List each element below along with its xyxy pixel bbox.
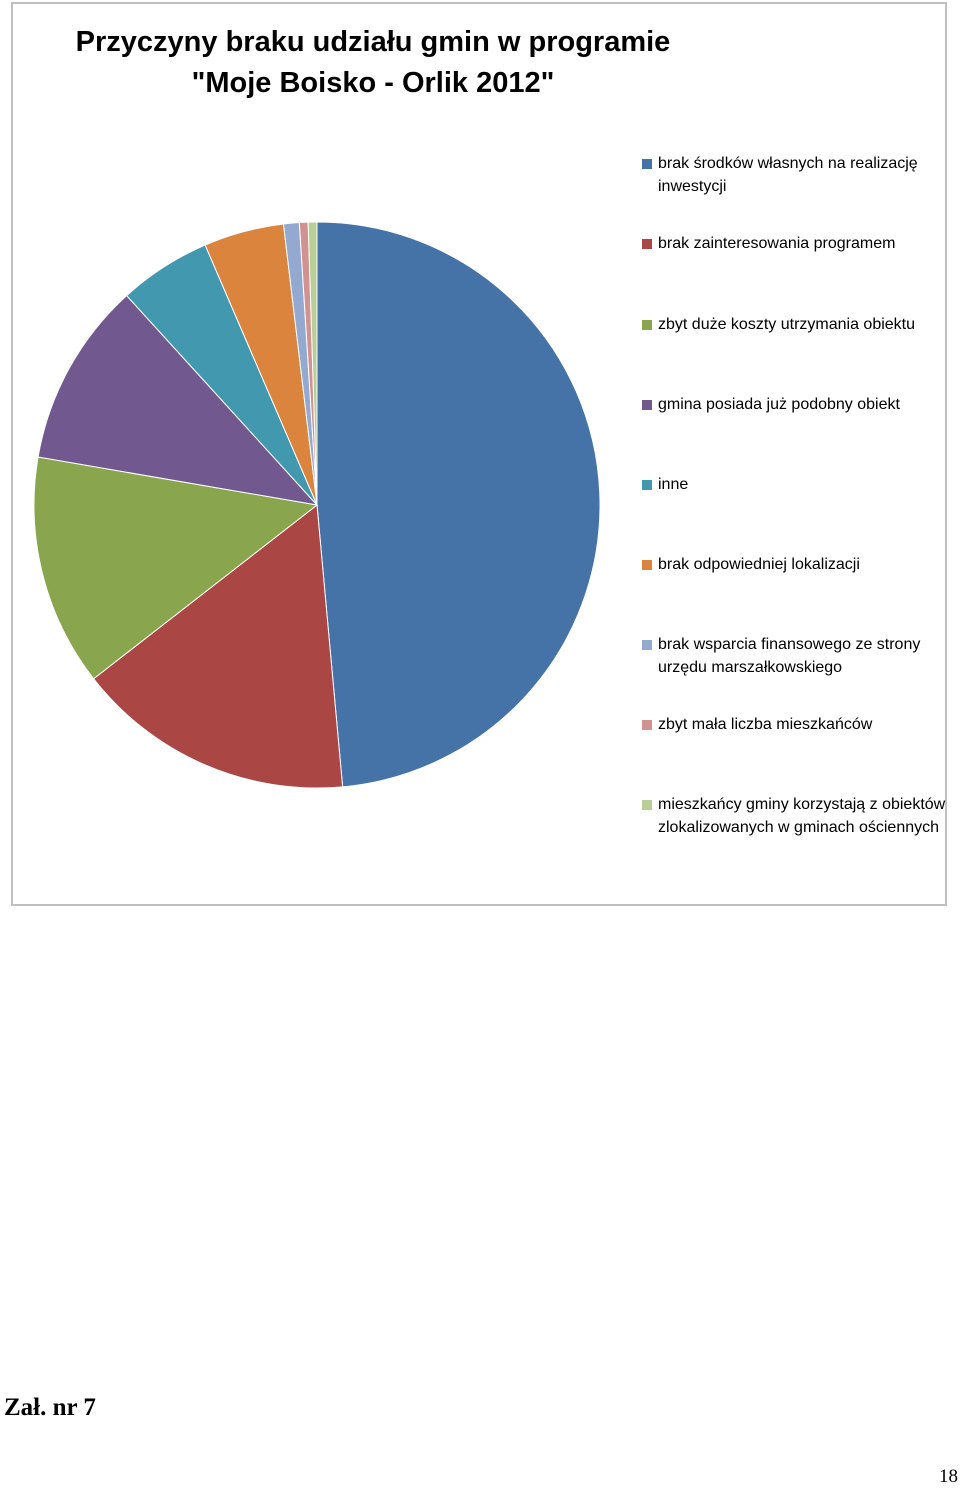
chart-frame: Przyczyny braku udziału gmin w programie… [11, 2, 947, 906]
legend-label-1: brak zainteresowania programem [658, 235, 896, 252]
legend-swatch-0 [642, 159, 652, 169]
legend-item-2: zbyt duże koszty utrzymania obiektu [642, 313, 952, 336]
legend-item-1: brak zainteresowania programem [642, 232, 952, 255]
legend-swatch-4 [642, 480, 652, 490]
pie-slice-1 [92, 504, 344, 789]
legend-item-8: mieszkańcy gminy korzystają z obiektów z… [642, 793, 952, 839]
legend-swatch-3 [642, 400, 652, 410]
pie-chart [33, 221, 601, 789]
legend-label-2: zbyt duże koszty utrzymania obiektu [658, 316, 916, 333]
legend-item-3: gmina posiada już podobny obiekt [642, 393, 952, 416]
legend-item-5: brak odpowiedniej lokalizacji [642, 553, 952, 576]
legend-label-5: brak odpowiedniej lokalizacji [658, 556, 860, 573]
legend-swatch-6 [642, 640, 652, 650]
legend-label-4: inne [658, 476, 689, 493]
legend-swatch-1 [642, 239, 652, 249]
legend-item-6: brak wsparcia finansowego ze strony urzę… [642, 633, 952, 679]
pie-slice-0 [316, 221, 601, 788]
legend-label-0: brak środków własnych na realizację inwe… [658, 155, 918, 195]
pie-slice-3 [37, 294, 319, 506]
legend-item-7: zbyt mała liczba mieszkańców [642, 713, 952, 736]
legend-swatch-2 [642, 320, 652, 330]
pie-slice-8 [307, 221, 318, 506]
chart-title: Przyczyny braku udziału gmin w programie… [75, 26, 671, 99]
legend-item-4: inne [642, 473, 952, 496]
legend-swatch-7 [642, 720, 652, 730]
legend-swatch-8 [642, 800, 652, 810]
page-number: 18 [939, 1466, 958, 1487]
attachment-label: Zał. nr 7 [4, 1394, 96, 1421]
legend-item-0: brak środków własnych na realizację inwe… [642, 152, 952, 198]
legend-label-3: gmina posiada już podobny obiekt [658, 396, 900, 413]
legend-swatch-5 [642, 560, 652, 570]
legend-label-7: zbyt mała liczba mieszkańców [658, 716, 873, 733]
pie-slice-2 [33, 456, 319, 680]
legend-label-8: mieszkańcy gminy korzystają z obiektów z… [658, 796, 946, 836]
legend-label-6: brak wsparcia finansowego ze strony urzę… [658, 636, 921, 676]
